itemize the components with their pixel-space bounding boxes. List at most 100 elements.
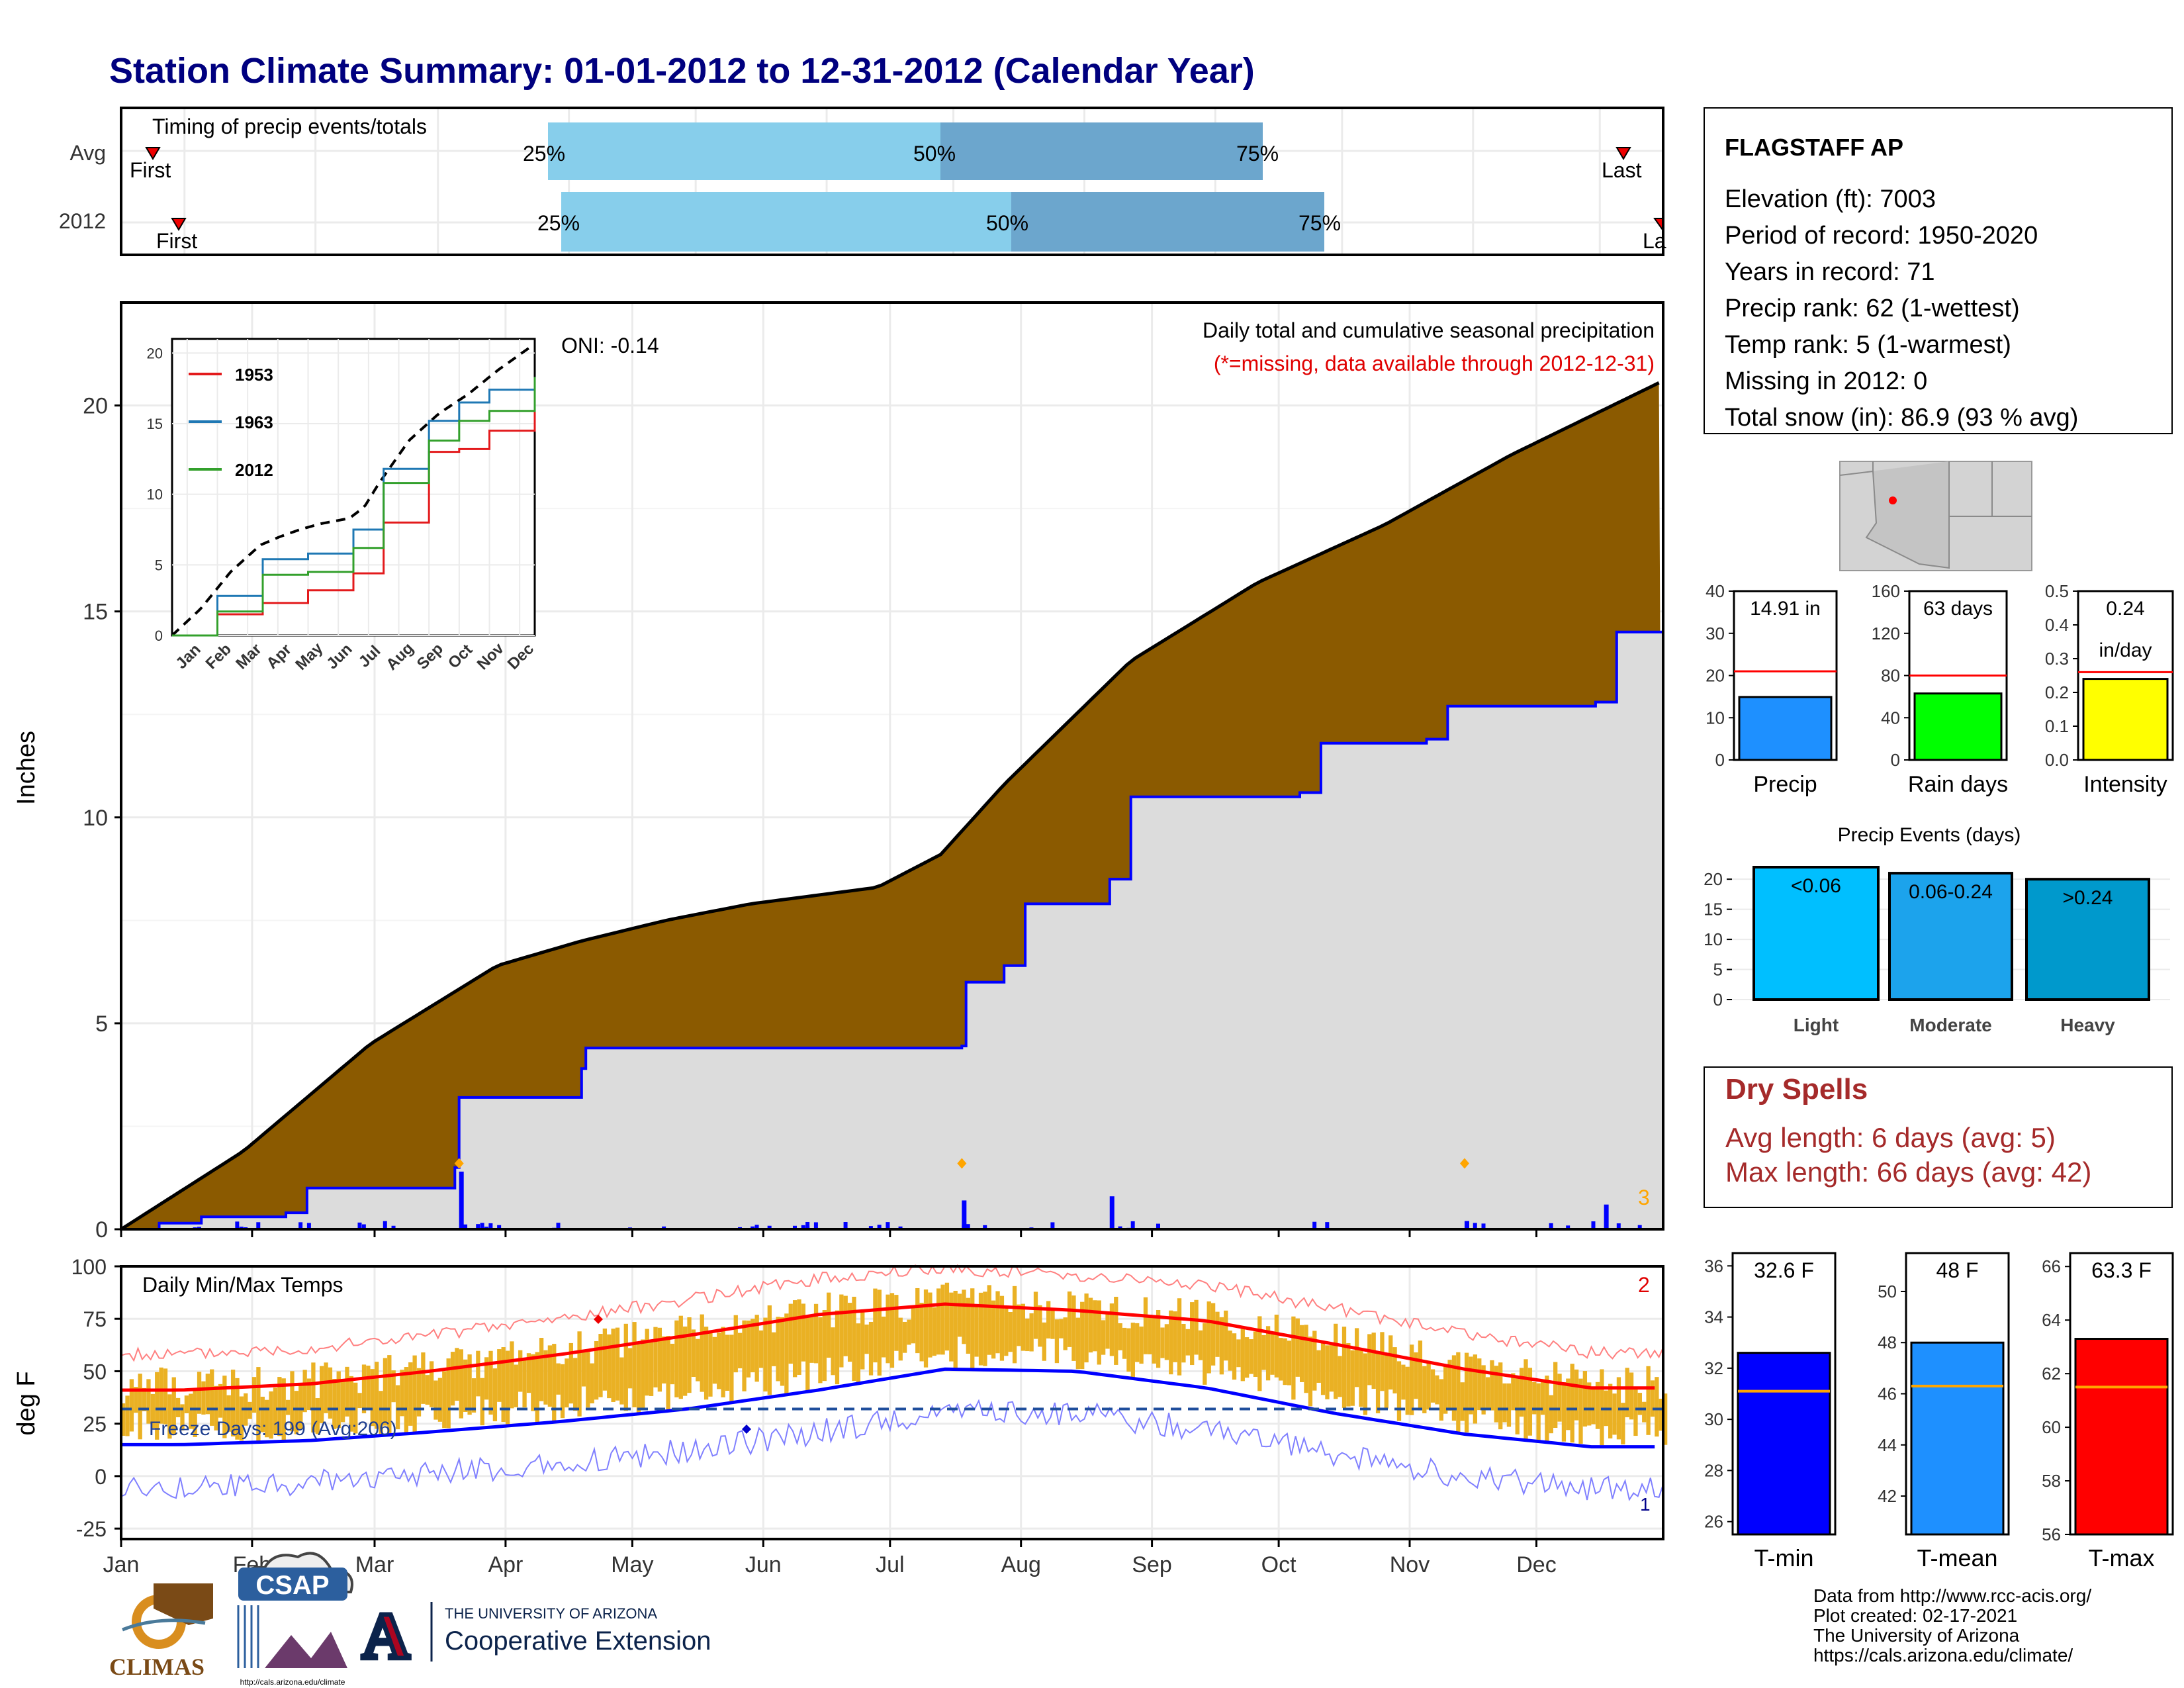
events-ytick-label: 20 xyxy=(1704,869,1723,889)
daily-precip-bar xyxy=(357,1222,362,1229)
daily-temp-bar xyxy=(379,1391,383,1435)
station-info-frame xyxy=(1704,107,2173,434)
daily-temp-bar xyxy=(577,1331,582,1417)
timing-2012-bar-lower xyxy=(561,192,1011,252)
timing-avg-bar-upper xyxy=(940,122,1263,180)
daily-temp-bar xyxy=(1021,1303,1025,1351)
daily-temp-bar xyxy=(1300,1325,1304,1382)
daily-temp-bar xyxy=(1274,1315,1279,1378)
daily-temp-bar xyxy=(1621,1403,1625,1445)
daily-temp-bar xyxy=(1451,1355,1457,1421)
footer: CLIMAS CSAP http://cals.arizona.edu/clim… xyxy=(109,1552,2091,1687)
daily-temp-bar xyxy=(763,1317,768,1392)
daily-precip-bar xyxy=(966,1224,970,1229)
daily-temp-bar xyxy=(632,1322,637,1407)
daily-temp-bar xyxy=(1114,1296,1118,1365)
small-bar-value-Rain days: 63 days xyxy=(1923,598,1993,620)
daily-temp-bar xyxy=(484,1357,489,1400)
temp-panel-title: Daily Min/Max Temps xyxy=(142,1273,343,1297)
last-label-2012: La xyxy=(1643,229,1666,253)
temp-bar-ytick-label: 44 xyxy=(1878,1435,1897,1455)
daily-temp-bar xyxy=(425,1375,430,1405)
temp-bar-value-T-max: 63.3 F xyxy=(2091,1258,2152,1282)
daily-temp-bar xyxy=(801,1303,806,1362)
daily-temp-bar xyxy=(518,1350,523,1392)
daily-temp-bar xyxy=(1350,1350,1355,1406)
daily-temp-bar xyxy=(670,1343,675,1385)
daily-temp-bar xyxy=(1173,1311,1177,1362)
avg-p25-label: 25% xyxy=(523,142,565,165)
daily-temp-bar xyxy=(691,1329,696,1378)
daily-temp-bar xyxy=(273,1387,278,1435)
daily-temp-bar xyxy=(1334,1323,1338,1399)
daily-precip-bar xyxy=(383,1221,387,1229)
daily-temp-bar xyxy=(501,1347,506,1423)
daily-temp-bar xyxy=(1612,1393,1617,1435)
daily-temp-bar xyxy=(1414,1352,1418,1399)
temp-bar-ytick-label: 26 xyxy=(1704,1512,1723,1532)
daily-temp-bar xyxy=(619,1357,624,1405)
daily-precip-bar xyxy=(1566,1225,1570,1229)
daily-temp-bar xyxy=(1532,1382,1537,1415)
daily-temp-bar xyxy=(163,1368,168,1425)
daily-temp-bar xyxy=(1545,1376,1549,1442)
daily-temp-bar xyxy=(1637,1393,1642,1415)
daily-temp-bar xyxy=(864,1324,869,1354)
temp-bar-T-min xyxy=(1737,1352,1831,1536)
daily-temp-bar xyxy=(412,1355,417,1433)
daily-precip-bar xyxy=(1130,1221,1135,1229)
daily-temp-bar xyxy=(1279,1338,1283,1381)
daily-temp-bar xyxy=(653,1327,658,1387)
daily-temp-bar xyxy=(1663,1393,1668,1445)
daily-temp-bar xyxy=(581,1352,586,1387)
daily-temp-bar xyxy=(902,1321,907,1353)
daily-temp-bar xyxy=(1075,1317,1080,1370)
daily-temp-bar xyxy=(615,1327,620,1401)
small-bar-label-Rain days: Rain days xyxy=(1908,772,2008,797)
daily-temp-bar xyxy=(877,1289,882,1376)
daily-temp-bar xyxy=(433,1380,438,1420)
state-borders xyxy=(1872,461,2032,568)
temp-ytick-label: -25 xyxy=(76,1517,107,1541)
daily-temp-bar xyxy=(121,1403,126,1436)
daily-temp-bar xyxy=(772,1332,776,1366)
daily-temp-bar xyxy=(1355,1328,1359,1387)
daily-temp-bar xyxy=(1312,1331,1317,1391)
daily-temp-bar xyxy=(1396,1361,1402,1421)
small-bar-Rain days xyxy=(1913,692,2003,761)
daily-temp-bar xyxy=(171,1377,176,1436)
daily-temp-bar xyxy=(1608,1383,1613,1438)
daily-temp-bar xyxy=(1308,1336,1313,1407)
daily-temp-bar xyxy=(1371,1333,1376,1389)
daily-temp-bar xyxy=(383,1358,388,1426)
daily-temp-bar xyxy=(488,1350,493,1415)
daily-temp-bar xyxy=(1418,1340,1423,1411)
daily-temp-bar xyxy=(560,1364,565,1419)
daily-temp-bar xyxy=(784,1313,789,1395)
dry-spells-title: Dry Spells xyxy=(1725,1073,1868,1105)
daily-temp-bar xyxy=(936,1288,941,1355)
daily-temp-bar xyxy=(742,1320,747,1391)
locator-map xyxy=(1839,461,2032,571)
daily-temp-bar xyxy=(302,1370,307,1413)
precip-ytick-label: 20 xyxy=(83,394,108,419)
daily-temp-bar xyxy=(404,1367,408,1434)
small-bar-ytick-label: 10 xyxy=(1706,708,1725,727)
daily-temp-bar xyxy=(843,1295,848,1356)
daily-temp-bar xyxy=(514,1364,518,1407)
daily-temp-bar xyxy=(1405,1366,1410,1415)
daily-temp-bar xyxy=(1367,1334,1372,1385)
dry-spells-frame xyxy=(1704,1066,2173,1208)
daily-temp-bar xyxy=(167,1394,172,1439)
daily-temp-bar xyxy=(459,1349,463,1419)
daily-temp-bar xyxy=(1582,1371,1588,1427)
daily-temp-bar xyxy=(847,1303,852,1362)
daily-temp-bar xyxy=(1325,1345,1330,1399)
snow-event-marker xyxy=(1459,1158,1469,1169)
daily-temp-bar xyxy=(539,1338,544,1401)
daily-temp-bar xyxy=(717,1333,721,1389)
small-bar-ytick-label: 0.3 xyxy=(2045,649,2069,669)
small-bar-value-Precip: 14.91 in xyxy=(1750,598,1821,620)
daily-temp-bar xyxy=(336,1371,341,1428)
inset-series-2012 xyxy=(172,377,536,637)
